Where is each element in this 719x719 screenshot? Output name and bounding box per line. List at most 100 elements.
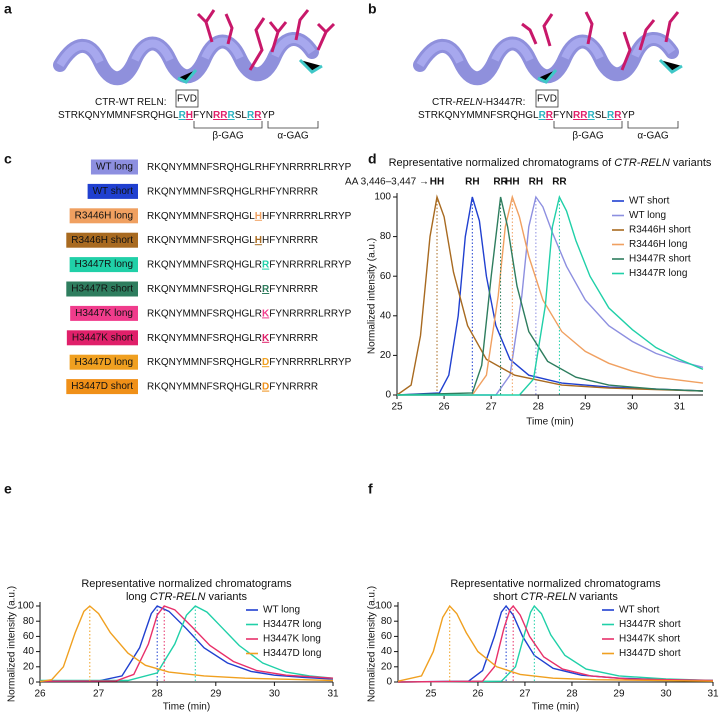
- y-tick-label: 80: [381, 616, 393, 627]
- series-line: [396, 196, 704, 396]
- text-part: R: [262, 284, 270, 295]
- peak-label: HH: [430, 177, 444, 188]
- x-axis-label: Time (min): [163, 702, 210, 713]
- legend-label: H3447R long: [263, 619, 321, 630]
- series-line: [40, 605, 334, 682]
- variant-tag: [66, 379, 138, 395]
- legend-label: WT short: [619, 605, 660, 616]
- text-part: H: [186, 110, 193, 121]
- variant-sequence: RKQNYMMNFSRQHGLRHFYNRRRR: [147, 186, 318, 197]
- y-tick-label: 40: [23, 646, 35, 657]
- panel-letter: e: [4, 481, 12, 497]
- variant-sequence: RKQNYMMNFSRQHGLRDFYNRRRRLRRYP: [147, 357, 352, 368]
- chart-title: Representative normalized chromatograms: [450, 578, 661, 590]
- fvd-box: [535, 89, 559, 108]
- beta-gag: β-GAG: [572, 131, 604, 142]
- x-tick-label: 26: [439, 402, 451, 413]
- x-tick-label: 27: [519, 689, 531, 700]
- x-axis-label: Time (min): [526, 417, 573, 428]
- variant-tag: [69, 354, 138, 370]
- text-part: K: [262, 308, 270, 319]
- text-part: -H3447R:: [483, 97, 526, 108]
- variant-sequence: RKQNYMMNFSRQHGLRKFYNRRRRLRRYP: [147, 308, 352, 319]
- panel-letter: d: [368, 151, 377, 167]
- x-tick-label: 28: [152, 689, 164, 700]
- text-part: CTR-RELN: [150, 591, 206, 603]
- series-line: [397, 194, 704, 396]
- text-part: CTR-RELN: [614, 157, 670, 169]
- variant-sequence: RKQNYMMNFSRQHGLRDFYNRRRR: [147, 381, 318, 392]
- legend-label: WT long: [629, 210, 666, 221]
- text-part: R: [588, 110, 596, 121]
- sequence: STRKQNYMMNFSRQHGLRRFYNRRRSLRRYP: [418, 110, 635, 121]
- series-line: [39, 605, 334, 682]
- x-tick-label: 26: [472, 689, 484, 700]
- text-part: RKQNYMMNFSRQHGLR: [147, 332, 262, 343]
- variant-tag: [66, 330, 138, 346]
- construct-label: CTR-RELN-H3447R:: [432, 97, 525, 108]
- side-chains-cyan: [537, 58, 683, 84]
- variant-sequence: RKQNYMMNFSRQHGLRKFYNRRRR: [147, 332, 318, 343]
- variant-tag: [90, 159, 138, 175]
- legend-label: H3447R long: [629, 268, 687, 279]
- text-part: HFYNRRRR: [262, 235, 318, 246]
- y-tick-label: 20: [381, 661, 393, 672]
- text-part: H: [255, 235, 262, 246]
- variant-tag: [66, 281, 138, 297]
- text-part: R: [539, 110, 547, 121]
- text-part: variants: [670, 157, 712, 169]
- y-tick-label: 40: [381, 646, 393, 657]
- x-tick-label: 29: [580, 402, 592, 413]
- variant-label: WT long: [96, 162, 133, 173]
- legend-label: H3447K short: [619, 634, 680, 645]
- variant-tag: [87, 183, 138, 199]
- text-part: R: [228, 110, 236, 121]
- variant-tag: [69, 257, 138, 273]
- panel-letter: f: [368, 481, 373, 497]
- chart-title: long CTR-RELN variants: [126, 591, 248, 603]
- fvd-label: FVD: [177, 94, 197, 105]
- variant-sequence: RKQNYMMNFSRQHGLHHFYNRRRRLRRYP: [147, 210, 352, 221]
- text-part: H: [255, 210, 262, 221]
- y-tick-label: 100: [17, 601, 34, 612]
- text-part: YP: [261, 110, 275, 121]
- x-tick-label: 29: [210, 689, 222, 700]
- series-line: [39, 605, 334, 683]
- text-part: R: [179, 110, 187, 121]
- peak-label: RH: [529, 177, 543, 188]
- sequence: STRKQNYMMNFSRQHGLRHFYNRRRSLRRYP: [58, 110, 275, 121]
- y-tick-label: 20: [23, 661, 35, 672]
- variant-label: H3447D long: [75, 357, 133, 368]
- text-part: FYNRRRR: [269, 284, 318, 295]
- series-line: [397, 604, 714, 683]
- text-part: R: [262, 259, 270, 270]
- y-tick-label: 40: [380, 310, 392, 321]
- variant-sequence: RKQNYMMNFSRQHGLRRFYNRRRR: [147, 284, 318, 295]
- text-part: CTR-: [432, 97, 456, 108]
- y-axis-label: Normalized intensity (a.u.): [7, 586, 18, 702]
- x-tick-label: 29: [613, 689, 625, 700]
- peak-label: RR: [552, 177, 567, 188]
- gag-brackets: [193, 121, 319, 129]
- text-part: D: [262, 357, 269, 368]
- peak-label: RR: [493, 177, 508, 188]
- text-part: R: [254, 110, 262, 121]
- x-tick-label: 25: [391, 402, 403, 413]
- y-axis-label: Normalized intensity (a.u.): [367, 238, 378, 354]
- variant-label: R3446H long: [75, 210, 133, 221]
- variant-label: H3447D short: [71, 381, 133, 392]
- text-part: YP: [621, 110, 635, 121]
- variant-label: H3447K long: [75, 308, 133, 319]
- text-part: SL: [235, 110, 248, 121]
- y-tick-label: 60: [380, 271, 392, 282]
- helix-a: [53, 9, 336, 86]
- series-line: [39, 605, 334, 682]
- text-part: CTR-WT RELN:: [95, 97, 166, 108]
- text-part: RKQNYMMNFSRQHGLRHFYNRRRRLRRYP: [147, 162, 352, 173]
- alpha-gag: α-GAG: [277, 131, 309, 142]
- y-tick-label: 100: [374, 192, 391, 203]
- side-chains: [521, 11, 680, 71]
- text-part: RELN: [456, 97, 483, 108]
- text-part: RKQNYMMNFSRQHGLR: [147, 308, 262, 319]
